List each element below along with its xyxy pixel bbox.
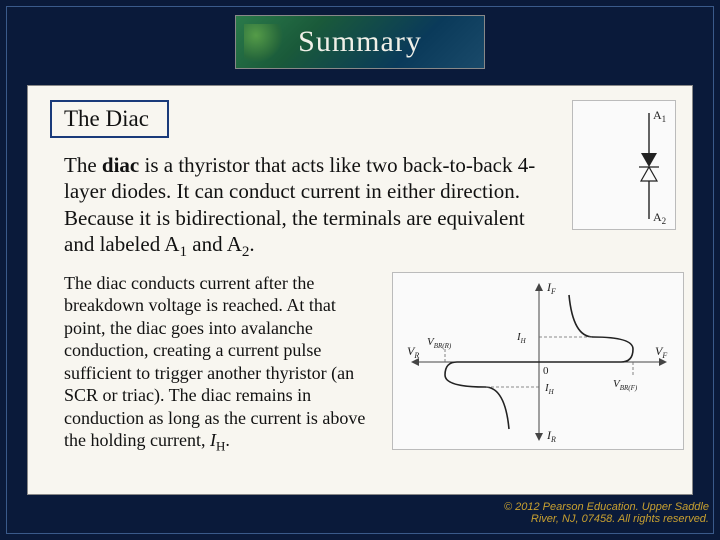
p1-end: . (249, 232, 254, 256)
diac-symbol-diagram: A1 A2 (572, 100, 676, 230)
footer-line1: © 2012 Pearson Education. Upper Saddle (504, 501, 709, 513)
copyright-footer: © 2012 Pearson Education. Upper Saddle R… (504, 501, 709, 525)
svg-text:VBR(F): VBR(F) (613, 378, 638, 392)
p2-a: The diac conducts current after the brea… (64, 273, 365, 451)
section-header: The Diac (50, 100, 169, 138)
p1-bold: diac (102, 153, 139, 177)
p2-end: . (225, 430, 230, 450)
svg-text:IH: IH (544, 382, 555, 396)
diac-iv-curve: IF IR VF VR 0 IH IH VBR(F) (392, 272, 684, 450)
svg-text:A1: A1 (653, 108, 666, 124)
content-panel: The Diac A1 A2 The diac is a thyristor t… (27, 85, 693, 495)
svg-text:IR: IR (546, 428, 556, 444)
svg-text:IH: IH (516, 331, 527, 345)
footer-line2: River, NJ, 07458. All rights reserved. (504, 513, 709, 525)
paragraph-2: The diac conducts current after the brea… (64, 272, 374, 455)
slide-frame: Summary The Diac A1 A2 The diac is a thy… (6, 6, 714, 534)
svg-text:IF: IF (546, 280, 556, 296)
svg-text:VBR(R): VBR(R) (427, 336, 452, 350)
p2-ih-sub: H (216, 439, 225, 454)
slide-title: Summary (298, 25, 422, 59)
svg-text:0: 0 (543, 365, 549, 377)
p1-mid: and A (187, 232, 242, 256)
p1-pre: The (64, 153, 102, 177)
p1-sub1: 1 (179, 244, 187, 260)
svg-text:VF: VF (655, 344, 667, 360)
svg-text:A2: A2 (653, 210, 666, 225)
title-banner: Summary (235, 15, 485, 69)
row-2: The diac conducts current after the brea… (64, 272, 670, 455)
svg-text:VR: VR (407, 344, 419, 360)
paragraph-1: The diac is a thyristor that acts like t… (64, 152, 540, 262)
